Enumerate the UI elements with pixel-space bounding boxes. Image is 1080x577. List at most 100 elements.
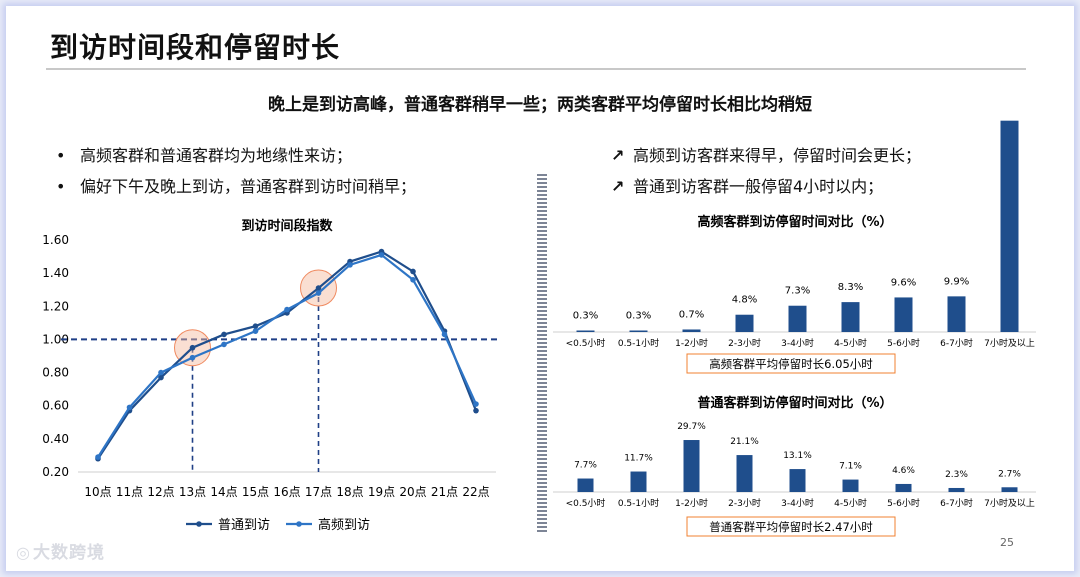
y-tick-label: 0.20	[42, 465, 69, 479]
legend-marker	[296, 521, 302, 527]
data-point	[252, 328, 259, 334]
callout-text: 普通客群平均停留时长2.47小时	[709, 520, 873, 534]
bar-category-label: 7小时及以上	[984, 497, 1035, 509]
data-point	[158, 369, 164, 376]
data-point	[158, 374, 164, 381]
bar	[577, 478, 594, 492]
bar	[630, 471, 647, 492]
arrow-up-right-icon: ↗	[611, 146, 625, 165]
bar-category-label: 3-4小时	[781, 337, 814, 349]
bar-value-label: 0.7%	[679, 309, 704, 320]
bar	[736, 455, 753, 492]
bar-value-label: 2.3%	[945, 470, 968, 480]
y-tick-label: 1.60	[42, 233, 69, 247]
bar-value-label: 7.3%	[785, 286, 810, 297]
x-tick-label: 20点	[399, 485, 426, 499]
data-point	[95, 454, 101, 460]
data-point	[189, 344, 196, 351]
y-tick-label: 0.60	[42, 399, 69, 413]
data-point	[347, 262, 353, 268]
bar-value-label: 7.7%	[574, 461, 597, 471]
bar-value-label: 7.1%	[839, 462, 862, 472]
bar-category-label: 2-3小时	[728, 337, 761, 349]
bar	[629, 330, 648, 332]
left-bullet-text: 偏好下午及晚上到访，普通客群到访时间稍早；	[80, 177, 417, 196]
x-tick-label: 13点	[179, 485, 206, 499]
average-callout: 普通客群平均停留时长2.47小时	[686, 516, 896, 537]
bar-category-label: <0.5小时	[566, 337, 606, 349]
bar-value-label: 4.8%	[732, 295, 757, 306]
bar-category-label: 2-3小时	[728, 497, 761, 509]
high-freq-stay-bar-chart: 高频客群到访停留时间对比（%） 0.3% <0.5小时 0.3% 0.5-1小时 0.7%…	[553, 110, 1036, 374]
line-chart-title: 到访时间段指数	[241, 218, 333, 234]
watermark-text: 大数跨境	[32, 543, 105, 563]
bar-value-label: 9.6%	[891, 277, 916, 288]
bar-category-label: <0.5小时	[566, 497, 606, 509]
x-tick-label: 19点	[368, 485, 395, 499]
bar	[842, 479, 859, 492]
x-tick-label: 12点	[147, 485, 174, 499]
bar	[948, 487, 965, 492]
y-tick-label: 0.80	[42, 366, 69, 380]
bar-category-label: 1-2小时	[675, 497, 708, 509]
bar-category-label: 0.5-1小时	[618, 497, 659, 509]
page-number: 25	[1000, 536, 1014, 549]
bar-category-label: 7小时及以上	[984, 337, 1035, 349]
normal-stay-bar-chart: 普通客群到访停留时间对比（%） 7.7% <0.5小时 11.7% 0.5-1小时 29.…	[553, 395, 1036, 537]
left-bullet-list: • 高频客群和普通客群均为地缘性来访； • 偏好下午及晚上到访，普通客群到访时间稍早…	[56, 140, 416, 202]
bar-value-label: 4.6%	[892, 466, 915, 476]
right-bullet-list: ↗ 高频到访客群来得早，停留时间会更长； ↗ 普通到访客群一般停留4小时以内；	[611, 140, 921, 202]
y-tick-label: 1.20	[42, 299, 69, 313]
x-tick-label: 21点	[431, 485, 458, 499]
bar	[947, 296, 966, 332]
bar-category-label: 6-7小时	[940, 497, 973, 509]
bar-value-label: 29.7%	[677, 422, 706, 432]
bar	[682, 329, 701, 332]
x-tick-label: 14点	[210, 485, 237, 499]
data-point	[284, 306, 290, 313]
bar	[789, 469, 806, 492]
bar	[683, 440, 700, 492]
bullet-dot-icon: •	[56, 177, 66, 196]
bullet-dot-icon: •	[56, 146, 66, 165]
left-bullet-text: 高频客群和普通客群均为地缘性来访；	[80, 146, 353, 165]
section-divider	[537, 174, 547, 532]
bar-value-label: 9.9%	[944, 276, 969, 287]
bar-value-label: 2.7%	[998, 469, 1021, 479]
callout-box	[686, 353, 896, 374]
bar-category-label: 4-5小时	[834, 497, 867, 509]
x-tick-label: 11点	[116, 485, 143, 499]
bar	[788, 305, 807, 332]
logo-icon: ◎	[16, 543, 31, 562]
page-title: 到访时间段和停留时长	[50, 31, 341, 64]
watermark: ◎ 大数跨境	[16, 538, 105, 563]
y-tick-label: 0.40	[42, 432, 69, 446]
data-point	[126, 404, 133, 411]
bar-value-label: 11.7%	[624, 454, 653, 464]
legend-label: 普通到访	[218, 518, 270, 533]
callout-box	[686, 516, 896, 537]
bar	[841, 302, 860, 332]
bar-category-label: 6-7小时	[940, 337, 973, 349]
legend-marker	[196, 521, 202, 527]
title-rule	[46, 68, 1026, 70]
right-bullet-text: 普通到访客群一般停留4小时以内；	[633, 177, 884, 196]
bar-value-label: 0.3%	[626, 311, 651, 322]
data-point	[189, 354, 196, 361]
bar-value-label: 0.3%	[573, 311, 598, 322]
data-point	[315, 285, 322, 291]
right-bullet: ↗ 高频到访客群来得早，停留时间会更长；	[611, 140, 921, 171]
legend-label: 高频到访	[318, 517, 370, 533]
data-point	[410, 276, 416, 283]
bar-value-label: 21.1%	[730, 437, 759, 447]
left-bullet: • 偏好下午及晚上到访，普通客群到访时间稍早；	[56, 171, 416, 202]
data-point	[221, 341, 227, 348]
bar-category-label: 4-5小时	[834, 337, 867, 349]
bar-chart-title: 普通客群到访停留时间对比（%）	[697, 395, 892, 411]
bar-category-label: 1-2小时	[675, 337, 708, 349]
bar-category-label: 3-4小时	[781, 497, 814, 509]
left-bullet: • 高频客群和普通客群均为地缘性来访；	[56, 140, 416, 171]
data-point	[473, 407, 479, 414]
x-tick-label: 22点	[462, 485, 489, 499]
slide: 到访时间段和停留时长 晚上是到访高峰，普通客群稍早一些；两类客群平均停留时长相比…	[6, 6, 1074, 571]
